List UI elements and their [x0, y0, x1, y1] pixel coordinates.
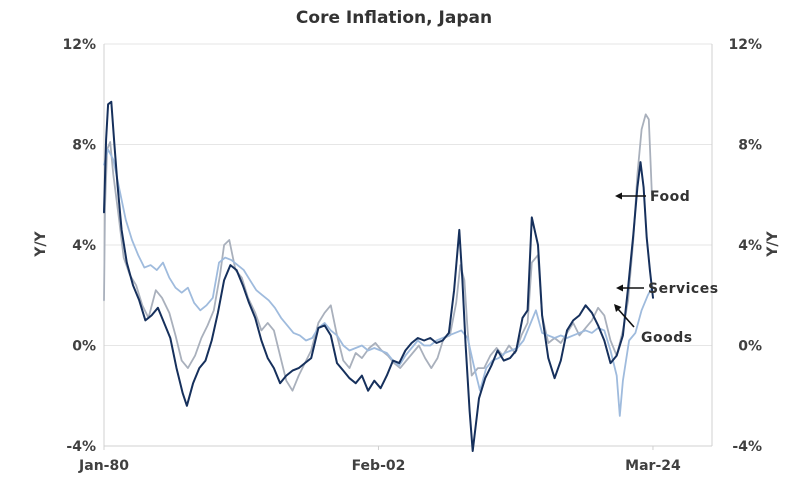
- annotation-food-arrowhead: [615, 192, 622, 200]
- y-tick-label-left: 0%: [72, 339, 96, 355]
- series-line-services: [103, 148, 653, 417]
- y-tick-label-right: -4%: [732, 439, 762, 455]
- y-tick-label-right: 8%: [738, 138, 762, 154]
- chart-title: Core Inflation, Japan: [296, 8, 492, 28]
- series-lines: [103, 100, 654, 452]
- y-tick-label-right: 4%: [738, 238, 762, 254]
- annotation-services: Services: [648, 281, 719, 297]
- y-tick-label-right: 12%: [728, 37, 762, 53]
- y-tick-label-left: 8%: [72, 138, 96, 154]
- annotations: Food Services Goods: [614, 189, 719, 346]
- x-tick-label: Jan-80: [78, 458, 129, 474]
- axes: [103, 44, 713, 450]
- annotation-services-arrowhead: [616, 284, 623, 292]
- grid: [104, 43, 712, 447]
- y-axis-label-left: Y/Y: [33, 230, 49, 257]
- tick-labels: -4% -4% 0% 0% 4% 4% 8% 8% 12% 12% Jan-80 Feb-02 Mar-…: [62, 37, 762, 474]
- x-tick-label: Feb-02: [352, 458, 406, 474]
- annotation-goods-arrow-line: [617, 308, 635, 328]
- y-tick-label-left: 4%: [72, 238, 96, 254]
- annotation-goods: Goods: [641, 330, 693, 346]
- annotation-food: Food: [650, 189, 690, 205]
- y-axis-label-right: Y/Y: [765, 230, 781, 257]
- y-tick-label-left: -4%: [66, 439, 96, 455]
- x-tick-label: Mar-24: [625, 458, 681, 474]
- annotation-goods-arrowhead: [614, 304, 622, 312]
- y-tick-label-left: 12%: [62, 37, 96, 53]
- series-line-goods: [103, 100, 654, 452]
- y-tick-label-right: 0%: [738, 339, 762, 355]
